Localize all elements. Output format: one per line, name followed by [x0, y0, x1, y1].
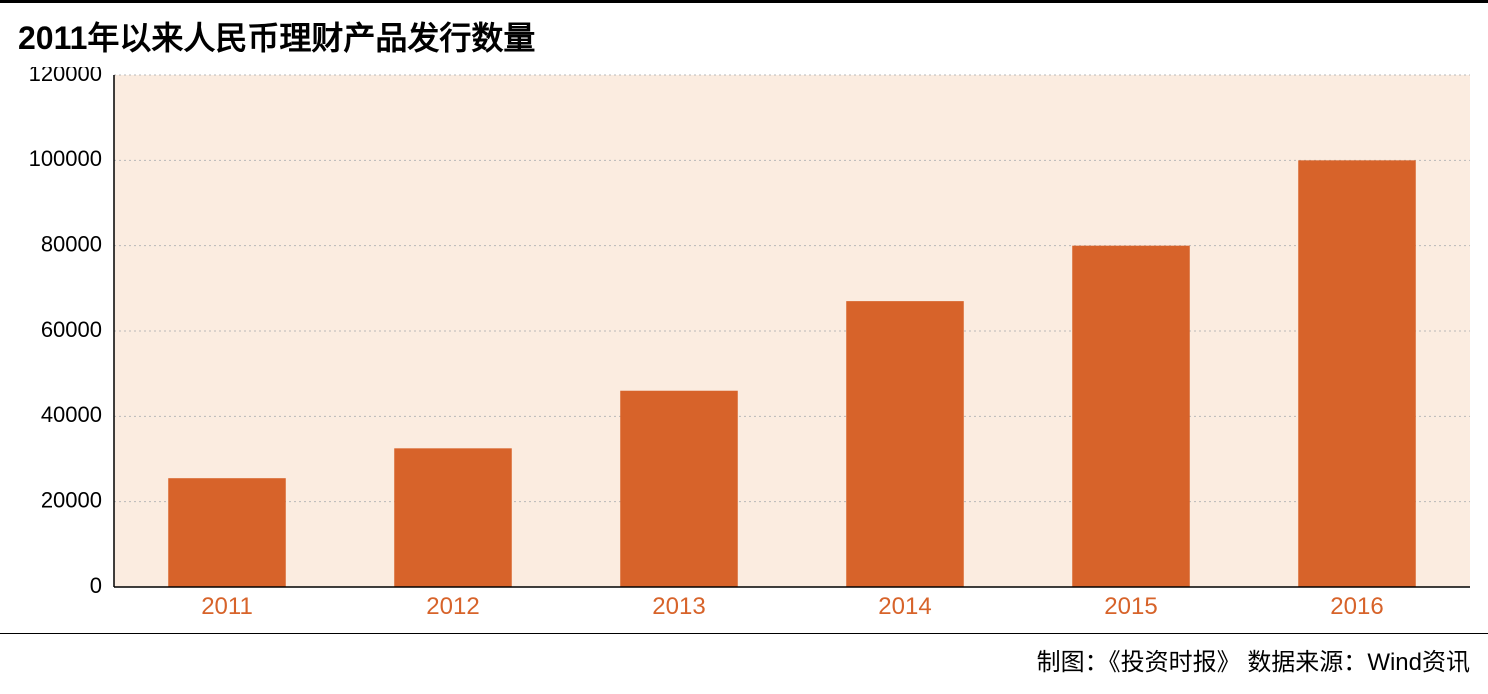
bar-chart-svg: 0 20000 40000 60000 80000 100000 120000 2011 201…: [10, 67, 1478, 629]
chart-title: 2011年以来人民币理财产品发行数量: [0, 3, 1488, 67]
bar: [1298, 160, 1416, 587]
x-tick-label: 2015: [1104, 593, 1157, 620]
bar: [168, 478, 286, 587]
bar: [620, 391, 738, 587]
y-tick-label: 20000: [41, 487, 102, 512]
chart-plot-area: 0 20000 40000 60000 80000 100000 120000 2011 201…: [10, 67, 1478, 629]
y-tick-label: 100000: [29, 146, 102, 171]
y-tick-label: 0: [90, 573, 102, 598]
bar: [394, 448, 512, 587]
y-tick-label: 120000: [29, 67, 102, 86]
x-tick-label: 2016: [1330, 593, 1383, 620]
x-tick-label: 2013: [652, 593, 705, 620]
credit-value: 《投资时报》: [1109, 649, 1241, 676]
y-tick-label: 60000: [41, 317, 102, 342]
x-tick-label: 2012: [426, 593, 479, 620]
plot-background: [114, 75, 1470, 587]
chart-container: 2011年以来人民币理财产品发行数量 0 20000 40000 60000 80000…: [0, 0, 1488, 694]
bar: [1072, 246, 1190, 587]
x-tick-label: 2011: [201, 593, 253, 620]
credit-label: 制图：: [1037, 649, 1109, 676]
source-value: Wind资讯: [1367, 649, 1470, 676]
bar: [846, 301, 964, 587]
source-label: 数据来源：: [1247, 649, 1367, 676]
chart-footer: 制图：《投资时报》 数据来源：Wind资讯: [0, 634, 1488, 677]
y-tick-label: 80000: [41, 231, 102, 256]
y-tick-label: 40000: [41, 402, 102, 427]
x-tick-label: 2014: [878, 593, 931, 620]
